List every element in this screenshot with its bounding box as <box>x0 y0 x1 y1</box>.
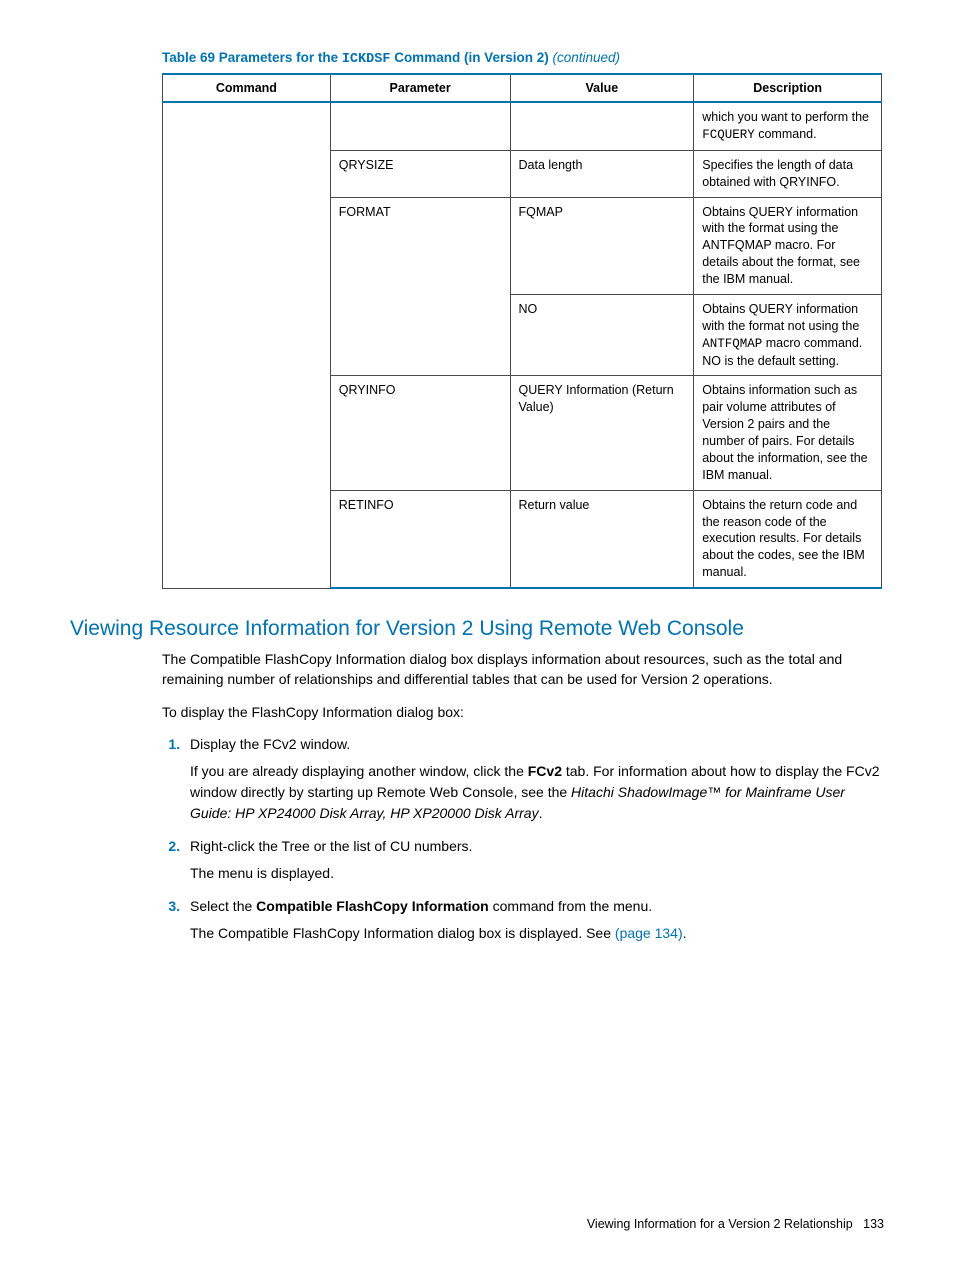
parameters-table: Command Parameter Value Description whic… <box>162 73 882 589</box>
cell-parameter: FORMAT <box>330 197 510 376</box>
step-2: Right-click the Tree or the list of CU n… <box>184 836 884 884</box>
lead-in-paragraph: To display the FlashCopy Information dia… <box>162 702 884 722</box>
step-bold: Compatible FlashCopy Information <box>256 898 489 914</box>
header-description: Description <box>694 74 882 102</box>
step-text: command from the menu. <box>489 898 652 914</box>
cell-description: Specifies the length of data obtained wi… <box>694 150 882 197</box>
desc-text: Obtains QUERY information with the forma… <box>702 302 859 333</box>
cell-description: Obtains information such as pair volume … <box>694 376 882 490</box>
caption-prefix: Table 69 Parameters for the <box>162 50 342 65</box>
cell-description: Obtains QUERY information with the forma… <box>694 197 882 294</box>
sub-text: . <box>683 925 687 941</box>
cell-value: QUERY Information (Return Value) <box>510 376 694 490</box>
cell-parameter: QRYINFO <box>330 376 510 490</box>
desc-code: FCQUERY <box>702 128 755 142</box>
cell-parameter <box>330 102 510 150</box>
cell-command <box>163 102 331 588</box>
cell-value: FQMAP <box>510 197 694 294</box>
table-row: which you want to perform the FCQUERY co… <box>163 102 882 150</box>
cell-value: Data length <box>510 150 694 197</box>
cell-parameter: QRYSIZE <box>330 150 510 197</box>
step-1: Display the FCv2 window. If you are alre… <box>184 734 884 824</box>
cell-description: Obtains QUERY information with the forma… <box>694 294 882 376</box>
desc-code: ANTFQMAP <box>702 337 762 351</box>
step-sub: The menu is displayed. <box>190 863 884 884</box>
section-heading: Viewing Resource Information for Version… <box>70 617 884 641</box>
caption-code: ICKDSF <box>342 52 391 67</box>
header-command: Command <box>163 74 331 102</box>
step-text: Select the <box>190 898 256 914</box>
page-footer: Viewing Information for a Version 2 Rela… <box>587 1217 884 1231</box>
caption-suffix: Command (in Version 2) <box>390 50 552 65</box>
step-sub: The Compatible FlashCopy Information dia… <box>190 923 884 944</box>
sub-text: . <box>539 805 543 821</box>
step-main: Right-click the Tree or the list of CU n… <box>190 838 472 854</box>
sub-text: If you are already displaying another wi… <box>190 763 528 779</box>
step-sub: If you are already displaying another wi… <box>190 761 884 824</box>
page-link[interactable]: (page 134) <box>615 925 683 941</box>
step-3: Select the Compatible FlashCopy Informat… <box>184 896 884 944</box>
table-caption: Table 69 Parameters for the ICKDSF Comma… <box>162 50 884 67</box>
cell-description: which you want to perform the FCQUERY co… <box>694 102 882 150</box>
desc-text: which you want to perform the <box>702 110 869 124</box>
steps-list: Display the FCv2 window. If you are alre… <box>162 734 884 944</box>
page-number: 133 <box>863 1217 884 1231</box>
footer-text: Viewing Information for a Version 2 Rela… <box>587 1217 853 1231</box>
header-value: Value <box>510 74 694 102</box>
cell-value <box>510 102 694 150</box>
cell-parameter: RETINFO <box>330 490 510 588</box>
intro-paragraph: The Compatible FlashCopy Information dia… <box>162 649 884 690</box>
cell-value: Return value <box>510 490 694 588</box>
sub-bold: FCv2 <box>528 763 562 779</box>
desc-text: command. <box>755 127 817 141</box>
cell-description: Obtains the return code and the reason c… <box>694 490 882 588</box>
caption-continued: (continued) <box>552 50 620 65</box>
header-parameter: Parameter <box>330 74 510 102</box>
table-header-row: Command Parameter Value Description <box>163 74 882 102</box>
step-main: Display the FCv2 window. <box>190 736 350 752</box>
sub-text: The Compatible FlashCopy Information dia… <box>190 925 615 941</box>
cell-value: NO <box>510 294 694 376</box>
